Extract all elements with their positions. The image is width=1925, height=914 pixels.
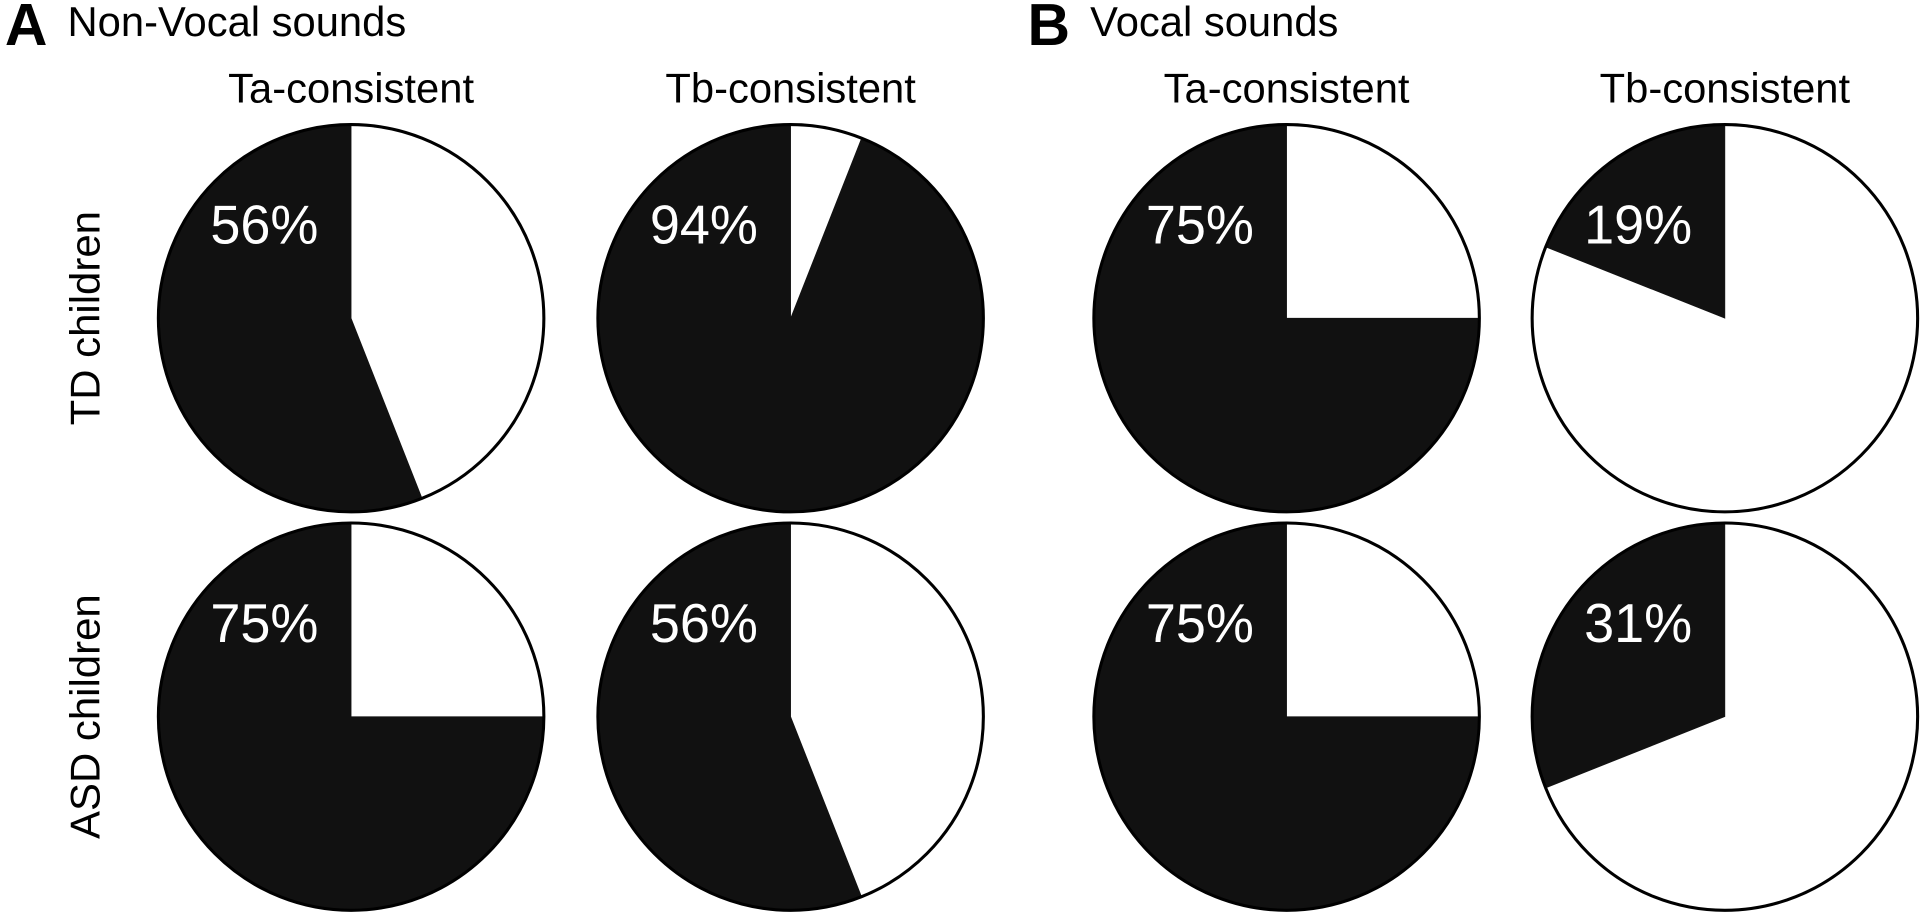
pie-outline (156, 123, 546, 514)
pie-slice (1286, 124, 1480, 319)
panel-title: Vocal sounds (1090, 0, 1338, 45)
row-label: ASD children (62, 594, 109, 839)
pie-outline (1092, 123, 1481, 514)
row-label: TD children (62, 211, 109, 425)
pie-outline (1092, 521, 1481, 912)
value-label: 75% (1146, 594, 1254, 654)
pie-outline (156, 521, 546, 912)
value-label: 31% (1584, 594, 1692, 654)
panel-title: Non-Vocal sounds (68, 0, 407, 45)
pie-outline (596, 123, 985, 514)
column-title: Ta-consistent (1164, 64, 1410, 111)
column-title: Tb-consistent (1600, 64, 1851, 111)
column-title: Tb-consistent (665, 64, 916, 111)
value-label: 94% (650, 195, 758, 255)
panel-letter: A (5, 0, 48, 58)
pie-outline (1530, 123, 1920, 514)
column-title: Ta-consistent (228, 64, 474, 111)
pie-slice (1286, 522, 1480, 717)
value-label: 75% (1146, 195, 1254, 255)
panel-letter: B (1028, 0, 1071, 58)
value-label: 56% (210, 195, 318, 255)
value-label: 19% (1584, 195, 1692, 255)
pie-outline (1530, 521, 1920, 912)
value-label: 56% (650, 594, 758, 654)
pie-slice (597, 124, 984, 513)
value-label: 75% (210, 594, 318, 654)
pie-slice (350, 522, 545, 717)
pie-outline (596, 521, 985, 912)
